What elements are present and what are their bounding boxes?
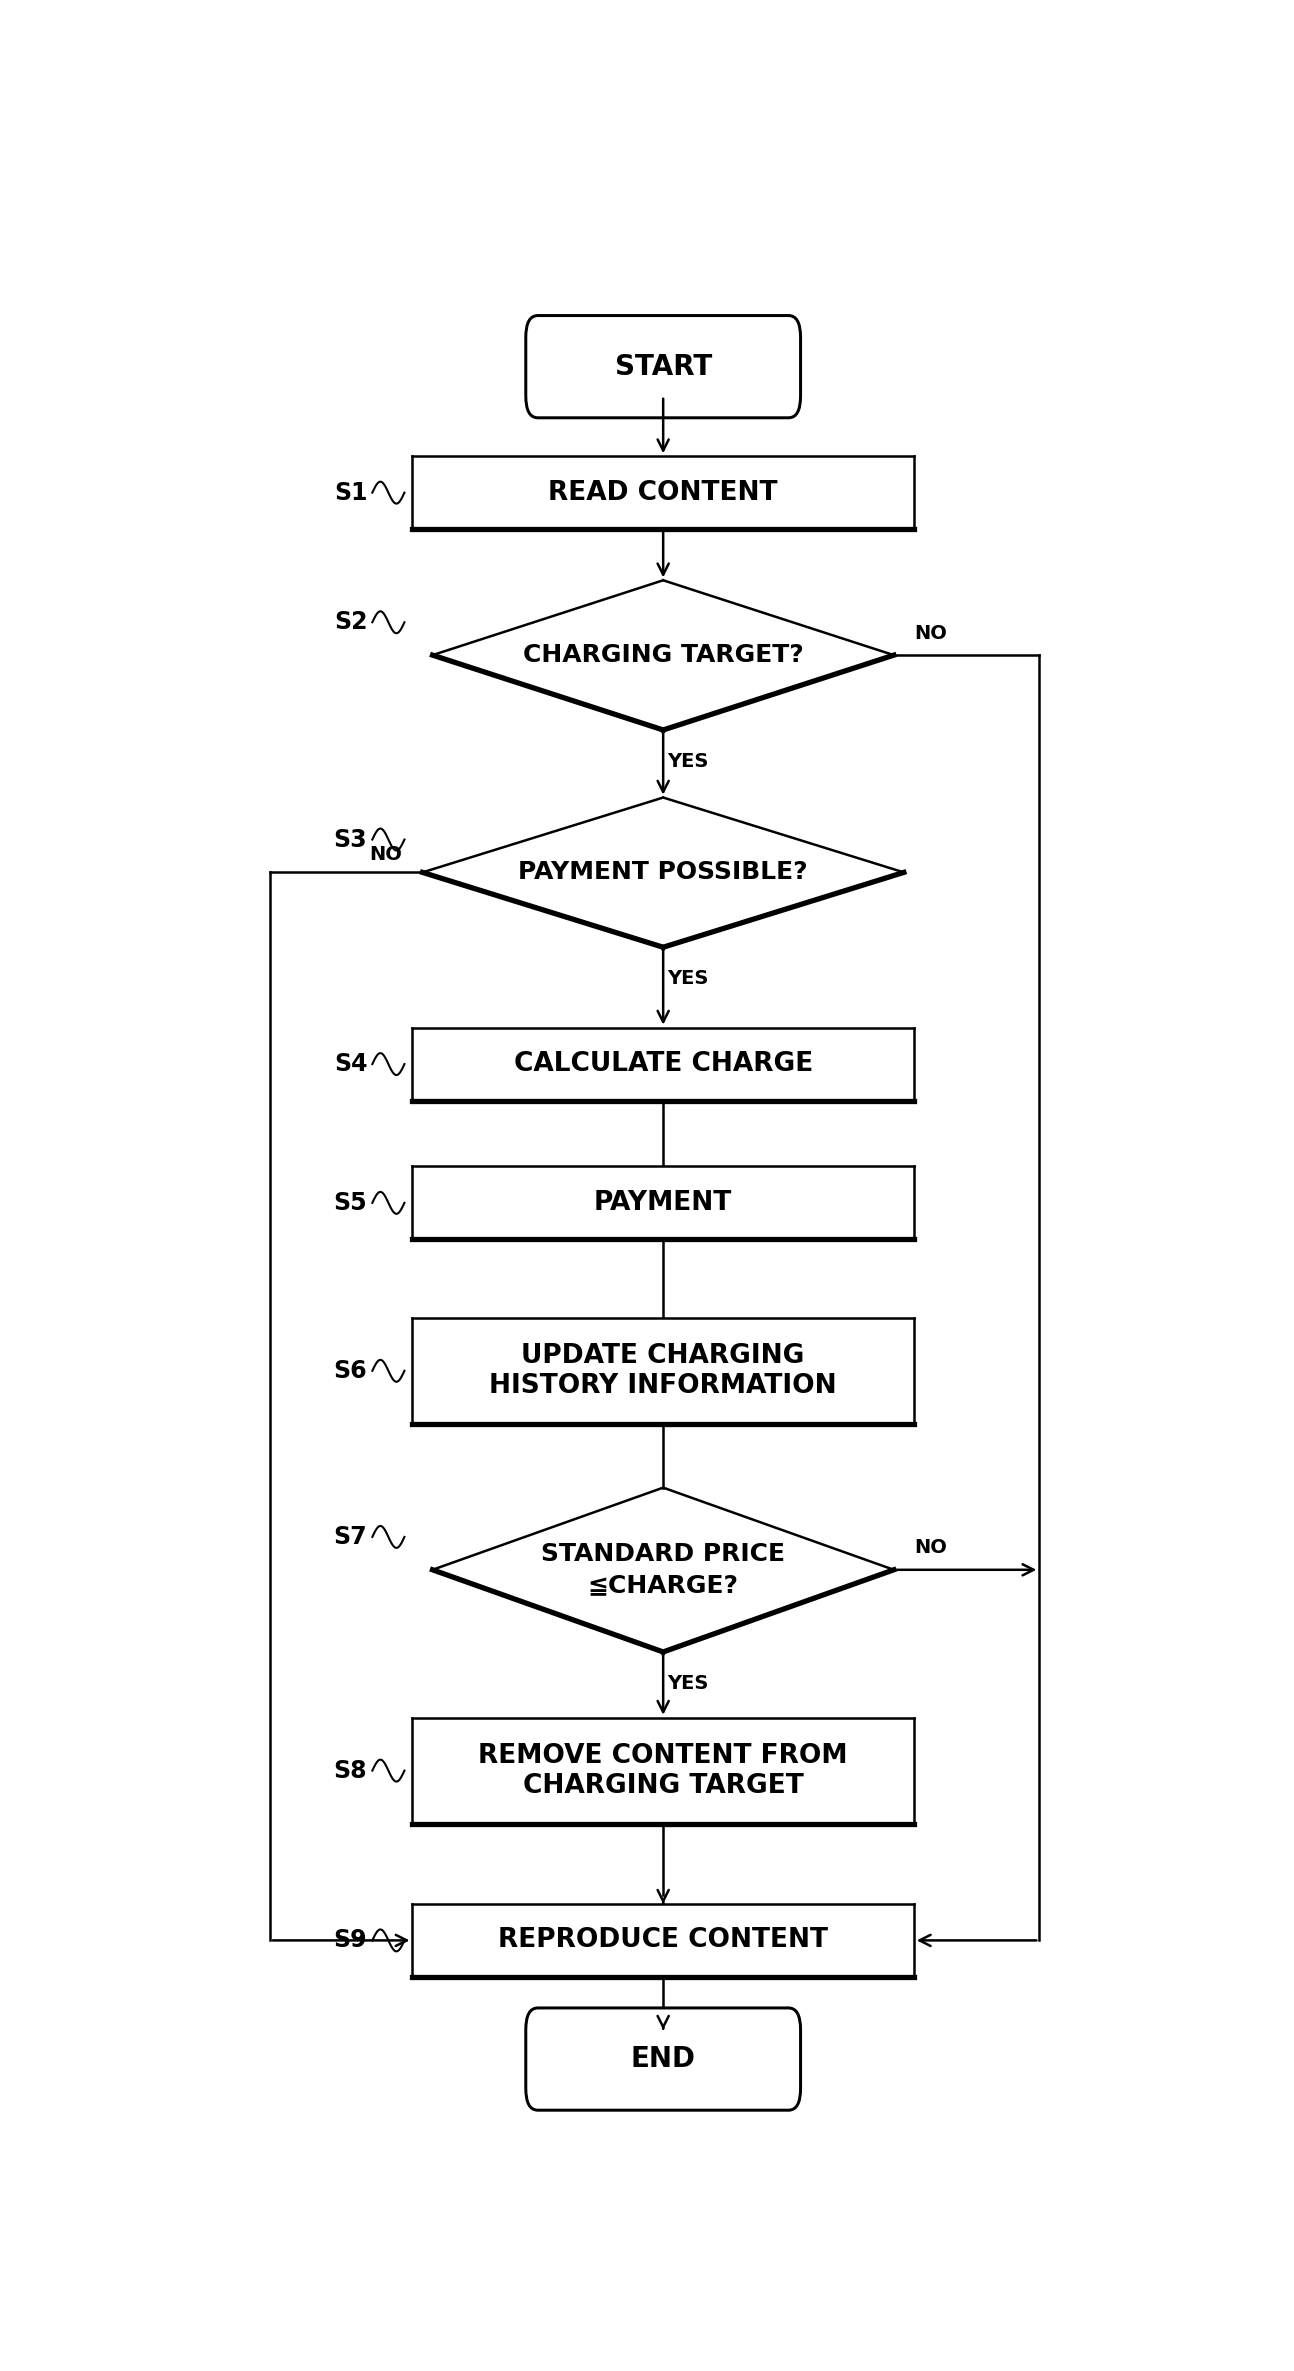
Bar	[413, 1717, 914, 1823]
Text: PAYMENT POSSIBLE?: PAYMENT POSSIBLE?	[519, 861, 807, 884]
Text: S6: S6	[334, 1359, 367, 1382]
Text: NO: NO	[914, 624, 947, 643]
Text: UPDATE CHARGING
HISTORY INFORMATION: UPDATE CHARGING HISTORY INFORMATION	[489, 1342, 837, 1399]
Text: YES: YES	[668, 970, 709, 989]
Text: END: END	[630, 2046, 696, 2072]
Text: YES: YES	[668, 1674, 709, 1693]
Text: S1: S1	[334, 481, 367, 505]
Bar	[413, 1167, 914, 1240]
Text: NO: NO	[370, 844, 402, 863]
Text: YES: YES	[668, 752, 709, 771]
Text: READ CONTENT: READ CONTENT	[549, 479, 778, 505]
FancyBboxPatch shape	[525, 2008, 801, 2110]
Text: START: START	[615, 353, 712, 382]
Text: STANDARD PRICE
≦CHARGE?: STANDARD PRICE ≦CHARGE?	[541, 1541, 785, 1598]
Text: REMOVE CONTENT FROM
CHARGING TARGET: REMOVE CONTENT FROM CHARGING TARGET	[479, 1743, 848, 1800]
FancyBboxPatch shape	[525, 315, 801, 417]
Text: S8: S8	[334, 1759, 367, 1783]
Bar	[413, 1027, 914, 1100]
Text: S4: S4	[334, 1053, 367, 1076]
Bar	[413, 1318, 914, 1423]
Text: CHARGING TARGET?: CHARGING TARGET?	[523, 643, 804, 666]
Bar	[413, 455, 914, 529]
Text: S3: S3	[334, 827, 367, 851]
Text: CALCULATE CHARGE: CALCULATE CHARGE	[514, 1050, 813, 1076]
Text: PAYMENT: PAYMENT	[594, 1190, 732, 1216]
Text: S9: S9	[334, 1928, 367, 1951]
Text: NO: NO	[914, 1539, 947, 1558]
Text: S2: S2	[334, 609, 367, 635]
Text: S5: S5	[334, 1190, 367, 1214]
Text: REPRODUCE CONTENT: REPRODUCE CONTENT	[498, 1928, 828, 1954]
Bar	[413, 1904, 914, 1977]
Text: S7: S7	[334, 1525, 367, 1548]
